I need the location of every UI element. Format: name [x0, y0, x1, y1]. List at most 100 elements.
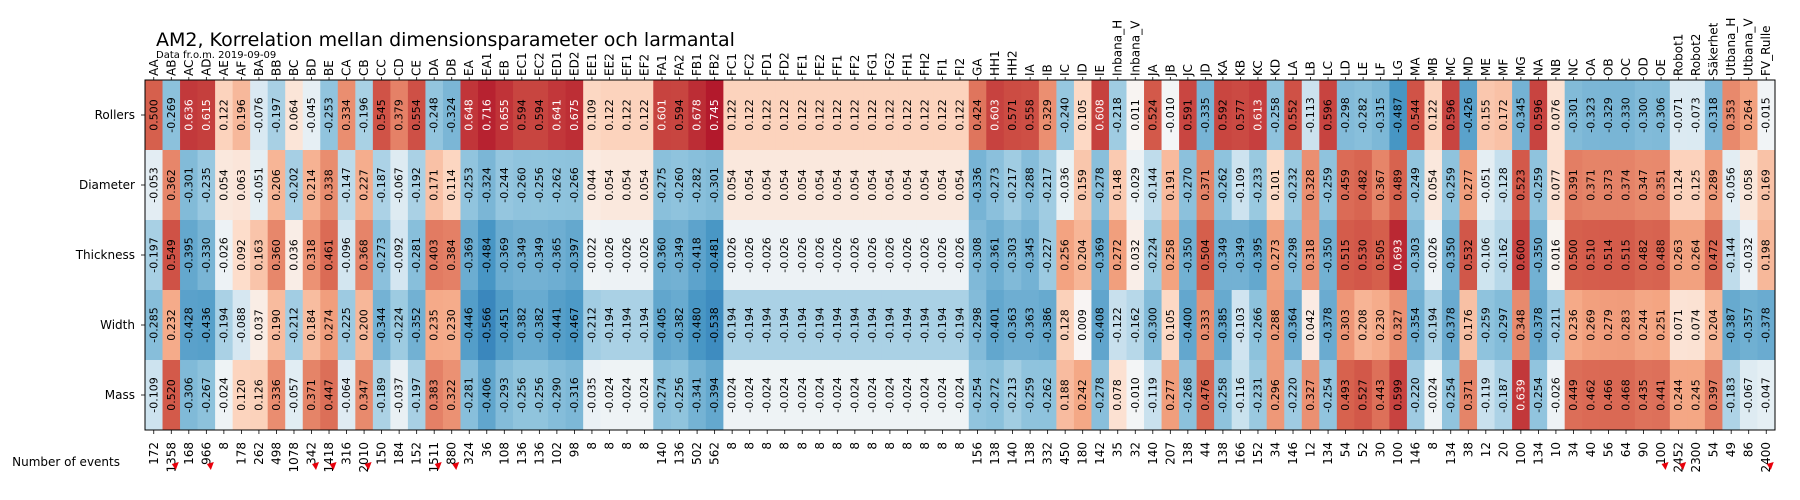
cell-value-label: -0.382: [673, 307, 686, 342]
row-labels: Rollers Diameter Thickness Width Mass: [75, 108, 145, 402]
heatmap-cell: [670, 290, 689, 361]
heatmap-cell: [1389, 150, 1408, 221]
heatmap-cell: [495, 360, 514, 431]
heatmap-cell: [740, 220, 759, 291]
cell-value-label: -0.189: [375, 377, 388, 412]
heatmap-cell: [1196, 360, 1215, 431]
event-count: 90: [1637, 442, 1651, 457]
heatmap-cell: [232, 290, 251, 361]
heatmap-cell: [1161, 220, 1180, 291]
event-count: 168: [182, 442, 196, 465]
cell-value-label: 0.016: [1549, 239, 1562, 271]
column-label: EE2: [602, 53, 616, 76]
cell-value-label: 0.488: [1655, 239, 1668, 271]
column-label: LG: [1391, 60, 1405, 76]
heatmap-cell: [775, 360, 794, 431]
column-label: FB1: [690, 53, 704, 76]
cell-value-label: 0.105: [1164, 309, 1177, 341]
cell-value-label: 0.188: [1059, 379, 1072, 411]
heatmap-cell: [478, 360, 496, 431]
cell-value-label: -0.329: [1602, 97, 1615, 132]
cell-value-label: -0.330: [1620, 97, 1633, 132]
cell-value-label: 0.114: [445, 169, 458, 201]
cell-value-label: -0.303: [1006, 237, 1019, 272]
heatmap-cell: [863, 360, 882, 431]
event-count: 8: [725, 442, 739, 450]
cell-value-label: 0.443: [1374, 379, 1387, 411]
heatmap-cell: [863, 80, 882, 151]
cell-value-label: 0.384: [445, 239, 458, 271]
heatmap-cell: [951, 150, 970, 221]
cell-value-label: 0.482: [1357, 169, 1370, 201]
column-label: JD: [1198, 63, 1212, 77]
cell-value-label: -0.024: [883, 377, 896, 412]
heatmap-cell: [478, 220, 496, 291]
cell-value-label: 0.058: [1742, 169, 1755, 201]
heatmap-cell: [740, 360, 759, 431]
heatmap-cell: [986, 360, 1005, 431]
cell-value-label: 0.245: [1690, 379, 1703, 411]
heatmap-cell: [197, 290, 216, 361]
heatmap-cell: [1722, 290, 1741, 361]
heatmap-cell: [1564, 220, 1583, 291]
cell-value-label: -0.306: [182, 377, 195, 412]
heatmap-cell: [1459, 360, 1478, 431]
cell-value-label: 0.279: [1602, 309, 1615, 341]
heatmap-cell: [1634, 80, 1653, 151]
cell-value-label: -0.057: [287, 377, 300, 412]
heatmap-cell: [1512, 290, 1531, 361]
cell-value-label: -0.024: [778, 377, 791, 412]
cell-value-label: -0.385: [1216, 307, 1229, 342]
cell-value-label: -0.256: [515, 377, 528, 412]
event-count: 8: [953, 442, 967, 450]
event-count: 136: [673, 442, 687, 465]
cell-value-label: 0.159: [1076, 169, 1089, 201]
heatmap-cell: [565, 220, 584, 291]
cell-value-label: -0.306: [1655, 97, 1668, 132]
heatmap-cell: [1687, 150, 1706, 221]
cell-value-label: -0.349: [515, 237, 528, 272]
heatmap-cell: [1126, 80, 1145, 151]
cell-value-label: -0.365: [550, 237, 563, 272]
heatmap-cell: [285, 150, 304, 221]
cell-value-label: 0.520: [165, 379, 178, 411]
heatmap-cell: [811, 290, 829, 361]
heatmap-cell: [705, 360, 724, 431]
heatmap-cell: [1722, 150, 1741, 221]
column-label: BD: [305, 59, 319, 76]
cell-value-label: 0.504: [1199, 239, 1212, 271]
heatmap-cell: [1406, 80, 1425, 151]
cell-value-label: 0.063: [235, 169, 248, 201]
cell-value-label: -0.194: [638, 307, 651, 342]
cell-value-label: 0.435: [1637, 379, 1650, 411]
heatmap-cell: [1284, 290, 1303, 361]
cell-value-label: 0.155: [1479, 99, 1492, 131]
heatmap-cell: [1564, 360, 1583, 431]
heatmap-cell: [372, 290, 391, 361]
heatmap-cell: [1739, 290, 1758, 361]
event-count: 172: [147, 442, 161, 465]
heatmap-cell: [968, 150, 987, 221]
column-label: KD: [1268, 59, 1282, 76]
cell-value-label: 0.214: [305, 169, 318, 201]
heatmap-cell: [1441, 360, 1460, 431]
cell-value-label: -0.378: [1322, 307, 1335, 342]
cell-value-label: 0.596: [1532, 99, 1545, 131]
heatmap-cell: [1266, 150, 1285, 221]
cell-value-label: 0.277: [1462, 169, 1475, 201]
cell-value-label: -0.194: [743, 307, 756, 342]
cell-value-label: 0.054: [761, 169, 774, 201]
heatmap-cell: [775, 150, 794, 221]
column-label: FI1: [935, 58, 949, 76]
column-label: EB: [497, 60, 511, 76]
cell-value-label: -0.349: [533, 237, 546, 272]
cell-value-label: 0.264: [1742, 99, 1755, 131]
cell-value-label: -0.436: [200, 307, 213, 342]
heatmap-cell: [775, 220, 794, 291]
column-label: MA: [1409, 57, 1423, 76]
heatmap-cell: [635, 290, 654, 361]
cell-value-label: -0.196: [358, 97, 371, 132]
cell-value-label: -0.026: [603, 237, 616, 272]
row-label: Diameter: [79, 178, 135, 192]
events-row: 172 1358 168 966 8 178 262 498 1078 342 1418 316 201…: [147, 442, 1774, 473]
